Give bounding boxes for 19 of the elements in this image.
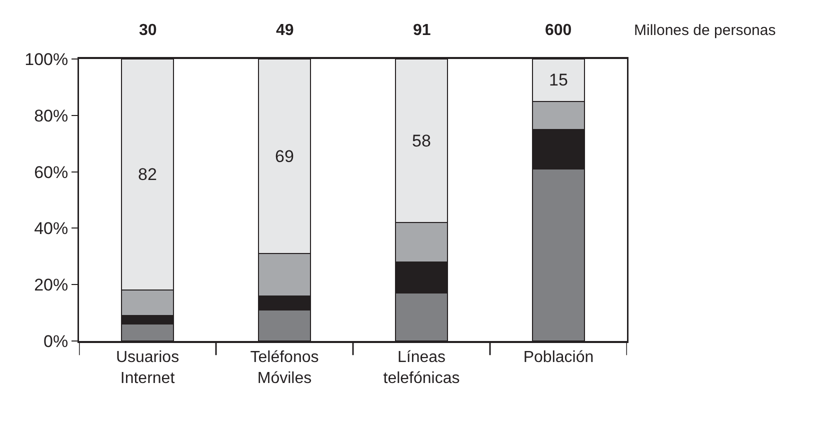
x-tick-label: Población [523, 349, 594, 366]
y-tick-label: 60% [34, 162, 68, 182]
x-tick-label: Líneas telefónicas [383, 349, 460, 387]
data-label: 82 [138, 165, 157, 184]
data-label: 15 [549, 70, 568, 90]
y-tick-label: 40% [34, 219, 68, 238]
annotation: 91 [413, 22, 431, 39]
y-tick-label: 100% [24, 50, 68, 69]
x-tick-label: Usuarios Internet [116, 349, 180, 387]
annotation: 49 [276, 22, 294, 39]
y-tick-label: 80% [34, 106, 68, 126]
data-label: 69 [275, 146, 294, 166]
x-tick-label: Teléfonos Móviles [250, 349, 319, 387]
text: Millones de personas [634, 22, 776, 39]
data-label: 58 [412, 131, 431, 150]
annotation: 600 [545, 22, 572, 39]
annotation: 30 [139, 22, 157, 39]
y-tick-label: 20% [34, 276, 68, 295]
y-tick-label: 0% [44, 332, 68, 351]
